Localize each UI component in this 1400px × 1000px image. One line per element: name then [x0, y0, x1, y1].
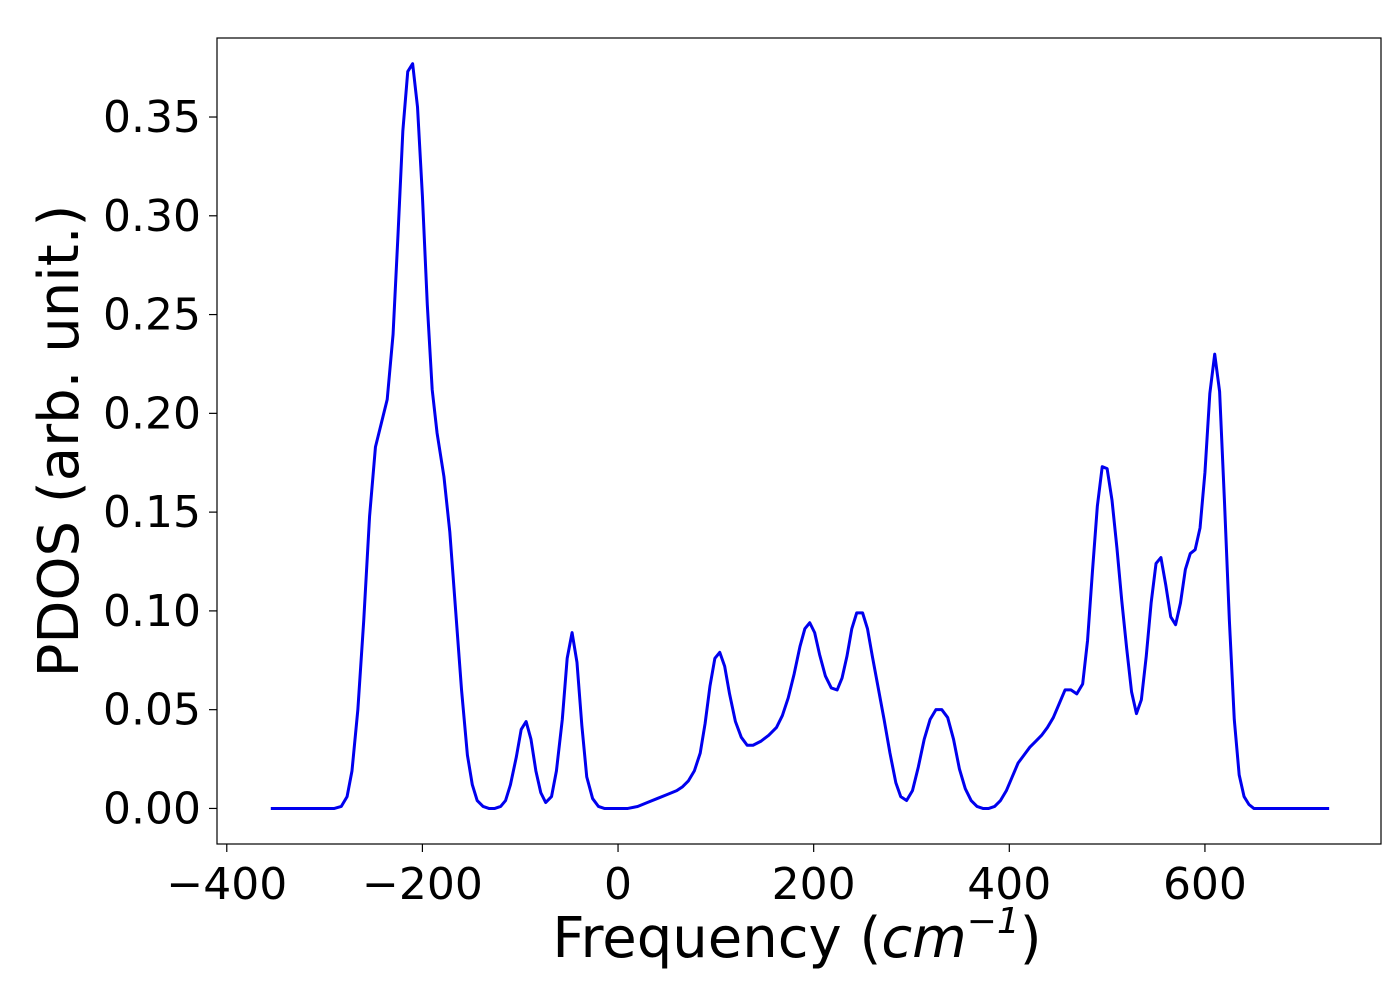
x-tick-label: 0 [604, 859, 632, 910]
plot-area [216, 37, 1382, 845]
y-tick-label: 0.15 [103, 487, 201, 538]
x-tick-label: 600 [1163, 859, 1247, 910]
x-axis-label: Frequency (cm−1) [552, 901, 1041, 971]
y-tick-label: 0.10 [103, 586, 201, 637]
y-tick-label: 0.00 [103, 783, 201, 834]
x-tick-label: −200 [362, 859, 483, 910]
x-axis-label-math: cm [881, 906, 966, 971]
y-axis: 0.00 0.05 0.10 0.15 0.20 0.25 0.30 0.35 [103, 92, 217, 834]
x-axis: −400 −200 0 200 400 600 [166, 844, 1247, 910]
y-tick-label: 0.25 [103, 290, 201, 341]
x-tick-label: 400 [967, 859, 1051, 910]
y-tick-label: 0.20 [103, 388, 201, 439]
x-tick-label: −400 [166, 859, 287, 910]
y-tick-label: 0.05 [103, 685, 201, 736]
pdos-line [270, 62, 1330, 810]
y-tick-label: 0.35 [103, 92, 201, 143]
x-axis-label-close: ) [1020, 906, 1042, 971]
x-tick-label: 200 [772, 859, 856, 910]
y-axis-label: PDOS (arb. unit.) [27, 205, 92, 678]
x-axis-label-main: Frequency ( [552, 906, 881, 971]
x-axis-label-sup: −1 [967, 901, 1020, 942]
y-tick-label: 0.30 [103, 191, 201, 242]
